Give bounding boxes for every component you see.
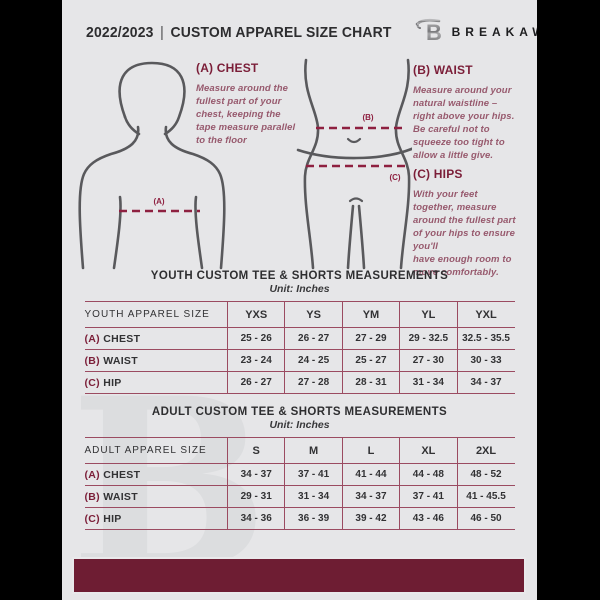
brand-block: B BREAKAWAY <box>415 17 537 48</box>
measurement-label: (A) CHEST <box>84 327 228 350</box>
measurement-prefix: (A) <box>84 468 100 481</box>
chest-body-text: Measure around the fullest part of your … <box>196 83 296 146</box>
measurement-value: 31 - 34 <box>284 485 343 508</box>
size-header: YXS <box>226 301 285 328</box>
hips-instructions: (C) HIPS With your feet together, measur… <box>413 167 535 279</box>
footer-accent-bar <box>72 557 526 594</box>
table-row: (B) WAIST 23 - 24 24 - 25 25 - 27 27 - 30 30 … <box>84 349 515 372</box>
svg-text:B: B <box>426 20 442 43</box>
measurement-label: (A) CHEST <box>84 463 228 486</box>
size-header: L <box>341 437 400 464</box>
marker-c-label: (C) <box>389 173 400 182</box>
measurement-value: 23 - 24 <box>226 349 285 372</box>
measurement-prefix: (C) <box>84 512 100 525</box>
measurement-prefix: (B) <box>84 354 100 367</box>
hips-figure-illustration: (B) (C) <box>296 58 412 270</box>
measurement-value: 27 - 28 <box>284 371 343 394</box>
table-row: (A) CHEST 34 - 37 37 - 41 41 - 44 44 - 48 48 … <box>84 463 515 486</box>
waist-body-text: Measure around your natural waistline – … <box>413 85 515 161</box>
size-chart-page: B 2022/2023 | CUSTOM APPAREL SIZE CHART <box>62 0 537 600</box>
measurement-value: 24 - 25 <box>284 349 343 372</box>
measurement-value: 34 - 37 <box>456 371 515 394</box>
measurement-value: 30 - 33 <box>456 349 515 372</box>
table-row: (A) CHEST 25 - 26 26 - 27 27 - 29 29 - 32.5 3… <box>84 327 515 350</box>
measurement-value: 29 - 32.5 <box>399 327 458 350</box>
adult-size-table: ADULT APPAREL SIZE S M L XL 2XL (A) CHEST 34 - … <box>84 437 515 530</box>
measurement-value: 34 - 37 <box>341 485 400 508</box>
measurement-value: 43 - 46 <box>399 507 458 530</box>
table-row: (C) HIP 26 - 27 27 - 28 28 - 31 31 - 34 34 - … <box>84 371 515 394</box>
measurement-prefix: (A) <box>84 332 100 345</box>
measurement-prefix: (C) <box>84 376 100 389</box>
hips-heading: (C) HIPS <box>413 167 463 181</box>
measurement-value: 41 - 44 <box>341 463 400 486</box>
measurement-value: 26 - 27 <box>284 327 343 350</box>
table-header-row: YOUTH APPAREL SIZE YXS YS YM YL YXL <box>84 301 515 328</box>
chest-heading: (A) CHEST <box>196 61 259 75</box>
measurement-value: 31 - 34 <box>399 371 458 394</box>
adult-section-title: ADULT CUSTOM TEE & SHORTS MEASUREMENTS <box>151 406 448 418</box>
measurement-value: 32.5 - 35.5 <box>456 327 515 350</box>
waist-heading: (B) WAIST <box>413 63 473 77</box>
waist-instructions: (B) WAIST Measure around your natural wa… <box>413 63 535 162</box>
measurement-label: (B) WAIST <box>84 349 228 372</box>
measurement-value: 34 - 37 <box>226 463 285 486</box>
measurement-value: 27 - 29 <box>341 327 400 350</box>
measurement-value: 46 - 50 <box>456 507 515 530</box>
hips-body-text: With your feet together, measure around … <box>413 189 516 278</box>
breakaway-logo-icon: B <box>415 17 445 48</box>
measurement-value: 37 - 41 <box>284 463 343 486</box>
title-year: 2022/2023 <box>86 23 154 41</box>
page-header: 2022/2023 | CUSTOM APPAREL SIZE CHART <box>62 0 537 50</box>
measurement-value: 39 - 42 <box>341 507 400 530</box>
measurement-value: 27 - 30 <box>399 349 458 372</box>
marker-a-label: (A) <box>153 197 164 206</box>
measurement-value: 48 - 52 <box>456 463 515 486</box>
measurement-value: 28 - 31 <box>341 371 400 394</box>
measurement-value: 25 - 26 <box>226 327 285 350</box>
title-divider: | <box>160 23 164 41</box>
measurement-value: 29 - 31 <box>226 485 285 508</box>
measurement-value: 44 - 48 <box>399 463 458 486</box>
title-text: CUSTOM APPAREL SIZE CHART <box>170 23 392 41</box>
torso-figure-illustration: (A) <box>78 61 226 270</box>
table-row: (C) HIP 34 - 36 36 - 39 39 - 42 43 - 46 46 - … <box>84 507 515 530</box>
measurement-value: 25 - 27 <box>341 349 400 372</box>
measurement-value: 26 - 27 <box>226 371 285 394</box>
measurement-value: 41 - 45.5 <box>456 485 515 508</box>
measurement-value: 34 - 36 <box>226 507 285 530</box>
size-header: YL <box>399 301 458 328</box>
chest-instructions: (A) CHEST Measure around the fullest par… <box>196 61 321 147</box>
size-header: YS <box>284 301 343 328</box>
measurement-guide: (A) (B) (C) <box>62 55 537 278</box>
measurement-value: 37 - 41 <box>399 485 458 508</box>
marker-b-label: (B) <box>362 113 373 122</box>
page-title: 2022/2023 | CUSTOM APPAREL SIZE CHART <box>86 24 392 41</box>
apparel-size-column-header: ADULT APPAREL SIZE <box>84 437 228 464</box>
measurement-value: 36 - 39 <box>284 507 343 530</box>
youth-section-title: YOUTH CUSTOM TEE & SHORTS MEASUREMENTS <box>150 270 449 282</box>
size-header: XL <box>399 437 458 464</box>
size-header: S <box>226 437 285 464</box>
youth-size-table: YOUTH APPAREL SIZE YXS YS YM YL YXL (A) CHEST 2… <box>84 301 515 394</box>
measurement-label: (C) HIP <box>84 371 228 394</box>
size-header: YXL <box>456 301 515 328</box>
adult-unit-label: Unit: Inches <box>269 419 330 431</box>
youth-unit-label: Unit: Inches <box>269 283 330 295</box>
size-header: YM <box>341 301 400 328</box>
brand-name: BREAKAWAY <box>451 25 537 39</box>
table-header-row: ADULT APPAREL SIZE S M L XL 2XL <box>84 437 515 464</box>
youth-section: YOUTH CUSTOM TEE & SHORTS MEASUREMENTS U… <box>62 270 537 394</box>
size-header: 2XL <box>456 437 515 464</box>
adult-section: ADULT CUSTOM TEE & SHORTS MEASUREMENTS U… <box>62 406 537 530</box>
size-header: M <box>284 437 343 464</box>
apparel-size-column-header: YOUTH APPAREL SIZE <box>84 301 228 328</box>
measurement-label: (B) WAIST <box>84 485 228 508</box>
table-row: (B) WAIST 29 - 31 31 - 34 34 - 37 37 - 41 41 … <box>84 485 515 508</box>
measurement-label: (C) HIP <box>84 507 228 530</box>
measurement-prefix: (B) <box>84 490 100 503</box>
